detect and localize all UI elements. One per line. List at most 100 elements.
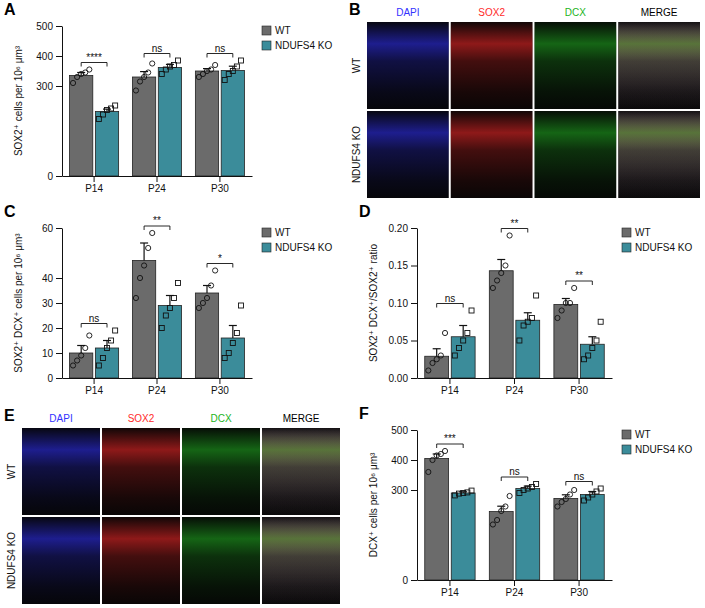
tick-mark — [94, 176, 95, 182]
column-head: DAPI — [396, 7, 419, 18]
significance-label: ns — [509, 466, 520, 477]
x-tick: P14 — [85, 176, 103, 194]
error-cap — [203, 285, 211, 286]
significance-bracket — [566, 281, 593, 285]
y-tick: 0.10 — [389, 298, 417, 309]
marks — [70, 230, 245, 378]
data-point — [534, 293, 539, 298]
micrograph-signal — [618, 22, 700, 109]
micrograph-signal — [262, 428, 340, 515]
micrograph-ground — [535, 111, 617, 198]
figure: A0300400500P14P24P30****nsnsSOX2⁺ cells … — [0, 0, 705, 608]
bar — [554, 305, 578, 379]
data-point — [171, 296, 176, 301]
tick-mark — [514, 580, 515, 586]
micrograph — [182, 428, 260, 515]
bar — [451, 337, 475, 378]
bar — [95, 112, 118, 177]
tick-mark — [56, 353, 62, 354]
error-cap — [497, 506, 505, 507]
panel-letter: B — [349, 1, 361, 18]
axis-title: SOX2⁺ DCX⁺/SOX2⁺ ratio — [368, 244, 379, 363]
x-axis: P14 P24 P30 — [63, 176, 253, 194]
column-head: DCX — [210, 413, 231, 424]
y-tick: 0.00 — [389, 373, 417, 384]
plot-area: 0300400500P14P24P30***nsns — [391, 425, 612, 598]
data-point — [490, 522, 495, 527]
significance-bracket — [81, 324, 107, 328]
data-point — [469, 308, 474, 313]
x-tick: P14 — [85, 378, 103, 396]
data-point — [176, 58, 181, 63]
data-point — [213, 268, 218, 273]
legend-swatch — [262, 41, 271, 50]
data-point — [200, 300, 205, 305]
micrograph-signal — [618, 22, 700, 109]
micrograph — [22, 428, 100, 515]
micrograph — [367, 111, 449, 198]
data-point — [494, 278, 499, 283]
legend: WTNDUFS4 KO — [622, 429, 692, 455]
tick-mark — [411, 266, 417, 267]
data-point — [238, 58, 243, 63]
significance-label: ns — [89, 313, 100, 324]
micrograph-signal — [102, 517, 180, 604]
chart-panel: F0300400500P14P24P30***nsnsDCX⁺ cells pe… — [359, 405, 692, 598]
legend-item: WT — [262, 25, 291, 36]
bar — [516, 489, 540, 581]
tick-label: 400 — [391, 455, 408, 466]
tick-label: P24 — [148, 183, 166, 194]
micrograph-signal — [262, 517, 340, 604]
x-tick: P30 — [570, 378, 588, 396]
legend-label: WT — [275, 227, 291, 238]
error-line — [501, 506, 502, 511]
x-axis: P14P24P30 — [418, 580, 613, 598]
data-point — [426, 368, 431, 373]
data-point — [226, 351, 231, 356]
panel-letter: F — [359, 405, 369, 422]
data-point — [238, 303, 243, 308]
column-head: SOX2 — [478, 7, 505, 18]
micrograph-signal — [262, 428, 340, 515]
chart-panel: C01020304060P14P24P30ns***SOX2⁺ DCX⁺ cel… — [4, 203, 332, 396]
bar — [132, 261, 155, 379]
micrograph-ground — [451, 111, 533, 198]
data-point — [146, 70, 151, 75]
significance-label: ns — [574, 471, 585, 482]
annotations: *** ns ns — [437, 433, 593, 486]
micrograph-ground — [618, 22, 700, 109]
tick-label: 500 — [391, 425, 408, 436]
tick-label: 10 — [42, 348, 54, 359]
legend-label: NDUFS4 KO — [275, 40, 332, 51]
plot-area: 01020304060P14P24P30ns*** — [42, 215, 253, 396]
error-cap — [140, 71, 148, 72]
bar — [489, 271, 513, 378]
tick-label: 0.20 — [389, 223, 409, 234]
tick-label: 60 — [42, 223, 54, 234]
significance-label: ** — [511, 218, 519, 229]
marks — [425, 233, 605, 378]
tick-label: P30 — [211, 183, 229, 194]
micrograph-signal — [182, 428, 260, 515]
row-label: WT — [351, 58, 362, 74]
legend-label: WT — [635, 429, 651, 440]
data-point — [87, 67, 92, 72]
micrograph — [535, 22, 617, 109]
legend-item: NDUFS4 KO — [262, 242, 332, 253]
data-point — [503, 263, 508, 268]
micrograph-ground — [262, 428, 340, 515]
bar — [580, 344, 604, 378]
x-tick: P24 — [148, 176, 166, 194]
micrograph-signal — [535, 22, 617, 109]
error-cap — [140, 242, 148, 243]
tick-label: 0.00 — [389, 373, 409, 384]
panel-letter: E — [4, 407, 15, 424]
tick-mark — [411, 490, 417, 491]
error-cap — [103, 340, 111, 341]
tick-mark — [219, 378, 220, 384]
tick-mark — [56, 278, 62, 279]
tick-mark — [449, 378, 450, 384]
image-panel: BDAPISOX2DCXMERGEWTNDUFS4 KO — [349, 1, 700, 198]
row-label: WT — [6, 464, 17, 480]
significance-label: *** — [444, 433, 456, 444]
